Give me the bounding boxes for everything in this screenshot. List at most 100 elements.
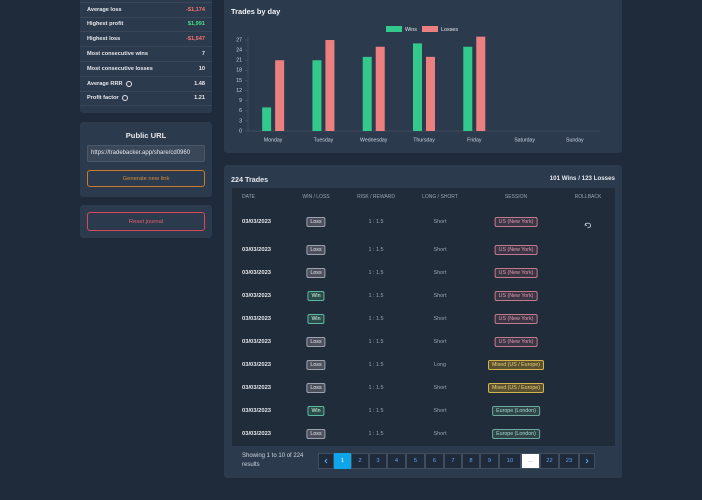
y-tick-label: 15 <box>236 78 242 84</box>
stats-panel: Average profit$1,753 Average loss -$1,174 H… <box>80 0 212 113</box>
stat-label-wrap: Average loss <box>87 7 122 13</box>
stat-label-wrap: Most consecutive wins <box>87 51 148 57</box>
page-button[interactable]: 2 <box>351 453 369 469</box>
column-header: RISK / REWARD <box>357 194 395 200</box>
pagination-summary: Showing 1 to 10 of 224 results <box>242 453 304 468</box>
stat-label: Profit factor <box>87 95 119 102</box>
legend-label: Wins <box>405 27 417 33</box>
bar <box>463 46 473 131</box>
x-tick-label: Tuesday <box>314 137 334 143</box>
page-button[interactable]: ... <box>521 453 540 469</box>
page-button[interactable]: 3 <box>369 453 387 469</box>
public-url-panel: Public URL https://tradebacker.app/share… <box>80 122 212 197</box>
table-cell: 1 : 1.5 <box>368 407 384 414</box>
page-button[interactable]: 22 <box>540 453 559 469</box>
table-cell: Short <box>433 338 447 345</box>
stat-value: 10 <box>198 65 205 72</box>
table-cell: Short <box>433 246 447 253</box>
result-badge: Loss <box>306 244 326 255</box>
page-button[interactable]: 10 <box>499 453 521 469</box>
reset-journal-button[interactable]: Reset journal <box>87 212 205 231</box>
page-button[interactable]: 1 <box>334 453 351 469</box>
rollback-button[interactable] <box>584 216 592 229</box>
y-tick-label: 3 <box>239 118 242 124</box>
page-button[interactable]: 4 <box>387 453 406 469</box>
page-button[interactable]: 23 <box>559 453 579 469</box>
stat-label-wrap: Profit factor <box>87 95 128 102</box>
table-cell: 1 : 1.5 <box>368 246 384 253</box>
trades-title: 224 Trades <box>231 175 269 184</box>
table-cell: 1 : 1.5 <box>368 219 384 225</box>
stat-label-wrap: Most consecutive losses <box>87 66 153 72</box>
y-tick-label: 6 <box>239 108 242 114</box>
legend-swatch <box>386 26 402 32</box>
page-button[interactable]: 7 <box>444 453 462 469</box>
bar <box>426 56 435 131</box>
stat-label: Most consecutive wins <box>87 51 148 58</box>
table-cell: 03/03/2023 <box>242 361 272 368</box>
table-cell: 1 : 1.5 <box>368 361 384 368</box>
stat-row: Profit factor 1.21 <box>80 92 212 107</box>
trades-table: DATE WIN / LOSS RISK / REWARD LONG / SHORT S… <box>232 188 615 446</box>
generate-link-button[interactable]: Generate new link <box>87 170 205 187</box>
bar <box>275 60 285 131</box>
stat-label: Highest loss <box>87 36 121 43</box>
stat-value: 1.48 <box>194 80 205 87</box>
table-cell: 1 : 1.5 <box>368 315 384 322</box>
table-cell: 03/03/2023 <box>242 246 272 253</box>
page-button[interactable]: 8 <box>462 453 480 469</box>
prev-page-button[interactable] <box>318 453 334 469</box>
result-badge: Loss <box>306 336 326 347</box>
column-header: ROLLBACK <box>574 194 602 200</box>
table-cell: 03/03/2023 <box>242 430 272 437</box>
bar <box>362 56 372 131</box>
session-badge: US (New York) <box>494 267 538 278</box>
x-tick-label: Sunday <box>566 137 584 143</box>
legend-label: Losses <box>441 27 458 33</box>
bar <box>413 43 422 131</box>
table-cell: Short <box>433 430 447 437</box>
session-badge: Europe (London) <box>492 428 540 439</box>
x-tick-label: Thursday <box>413 137 435 143</box>
rollback-icon <box>584 222 591 229</box>
y-tick-label: 18 <box>236 68 242 74</box>
table-cell: 03/03/2023 <box>242 219 272 225</box>
session-badge: US (New York) <box>494 290 538 301</box>
x-tick-label: Friday <box>467 137 482 143</box>
stat-row: Average RRR 1.48 <box>80 77 212 92</box>
next-page-button[interactable] <box>579 453 595 469</box>
y-tick-label: 24 <box>236 47 242 53</box>
stat-label-wrap: Highest profit <box>87 21 123 27</box>
stat-value: -$1,174 <box>186 6 205 13</box>
chevron-left <box>324 458 328 464</box>
x-tick-label: Wednesday <box>360 137 388 143</box>
session-badge: Mixed (US / Europe) <box>488 382 544 393</box>
x-tick-label: Monday <box>264 137 283 143</box>
page-button[interactable]: 5 <box>406 453 425 469</box>
stat-row: Most consecutive wins 7 <box>80 47 212 62</box>
stat-value: 7 <box>201 51 205 58</box>
url-input[interactable]: https://tradebacker.app/share/cd0960 <box>87 145 205 162</box>
y-tick-label: 9 <box>239 98 242 104</box>
stat-label: Average RRR <box>87 80 123 87</box>
page-button[interactable]: 9 <box>480 453 499 469</box>
table-cell: Long <box>434 361 446 368</box>
reset-panel: Reset journal <box>80 205 212 238</box>
stat-label-wrap: Highest loss <box>87 36 120 42</box>
page-button[interactable]: 6 <box>425 453 444 469</box>
column-header: SESSION <box>504 194 528 200</box>
table-cell: Short <box>433 315 447 322</box>
stat-row: Most consecutive losses 10 <box>80 62 212 77</box>
stat-label-wrap: Average RRR <box>87 80 132 87</box>
table-cell: 03/03/2023 <box>242 315 272 322</box>
bar <box>476 36 486 131</box>
result-badge: Loss <box>306 217 326 227</box>
table-cell: Short <box>433 219 447 225</box>
trades-summary: 101 Wins / 123 Losses <box>549 175 615 182</box>
x-tick-label: Saturday <box>514 137 535 143</box>
stat-label: Most consecutive losses <box>87 65 153 72</box>
y-tick-label: 27 <box>236 37 242 43</box>
y-tick-label: 12 <box>236 88 242 94</box>
legend-swatch <box>422 26 438 32</box>
stat-row: Average loss -$1,174 <box>80 3 212 18</box>
